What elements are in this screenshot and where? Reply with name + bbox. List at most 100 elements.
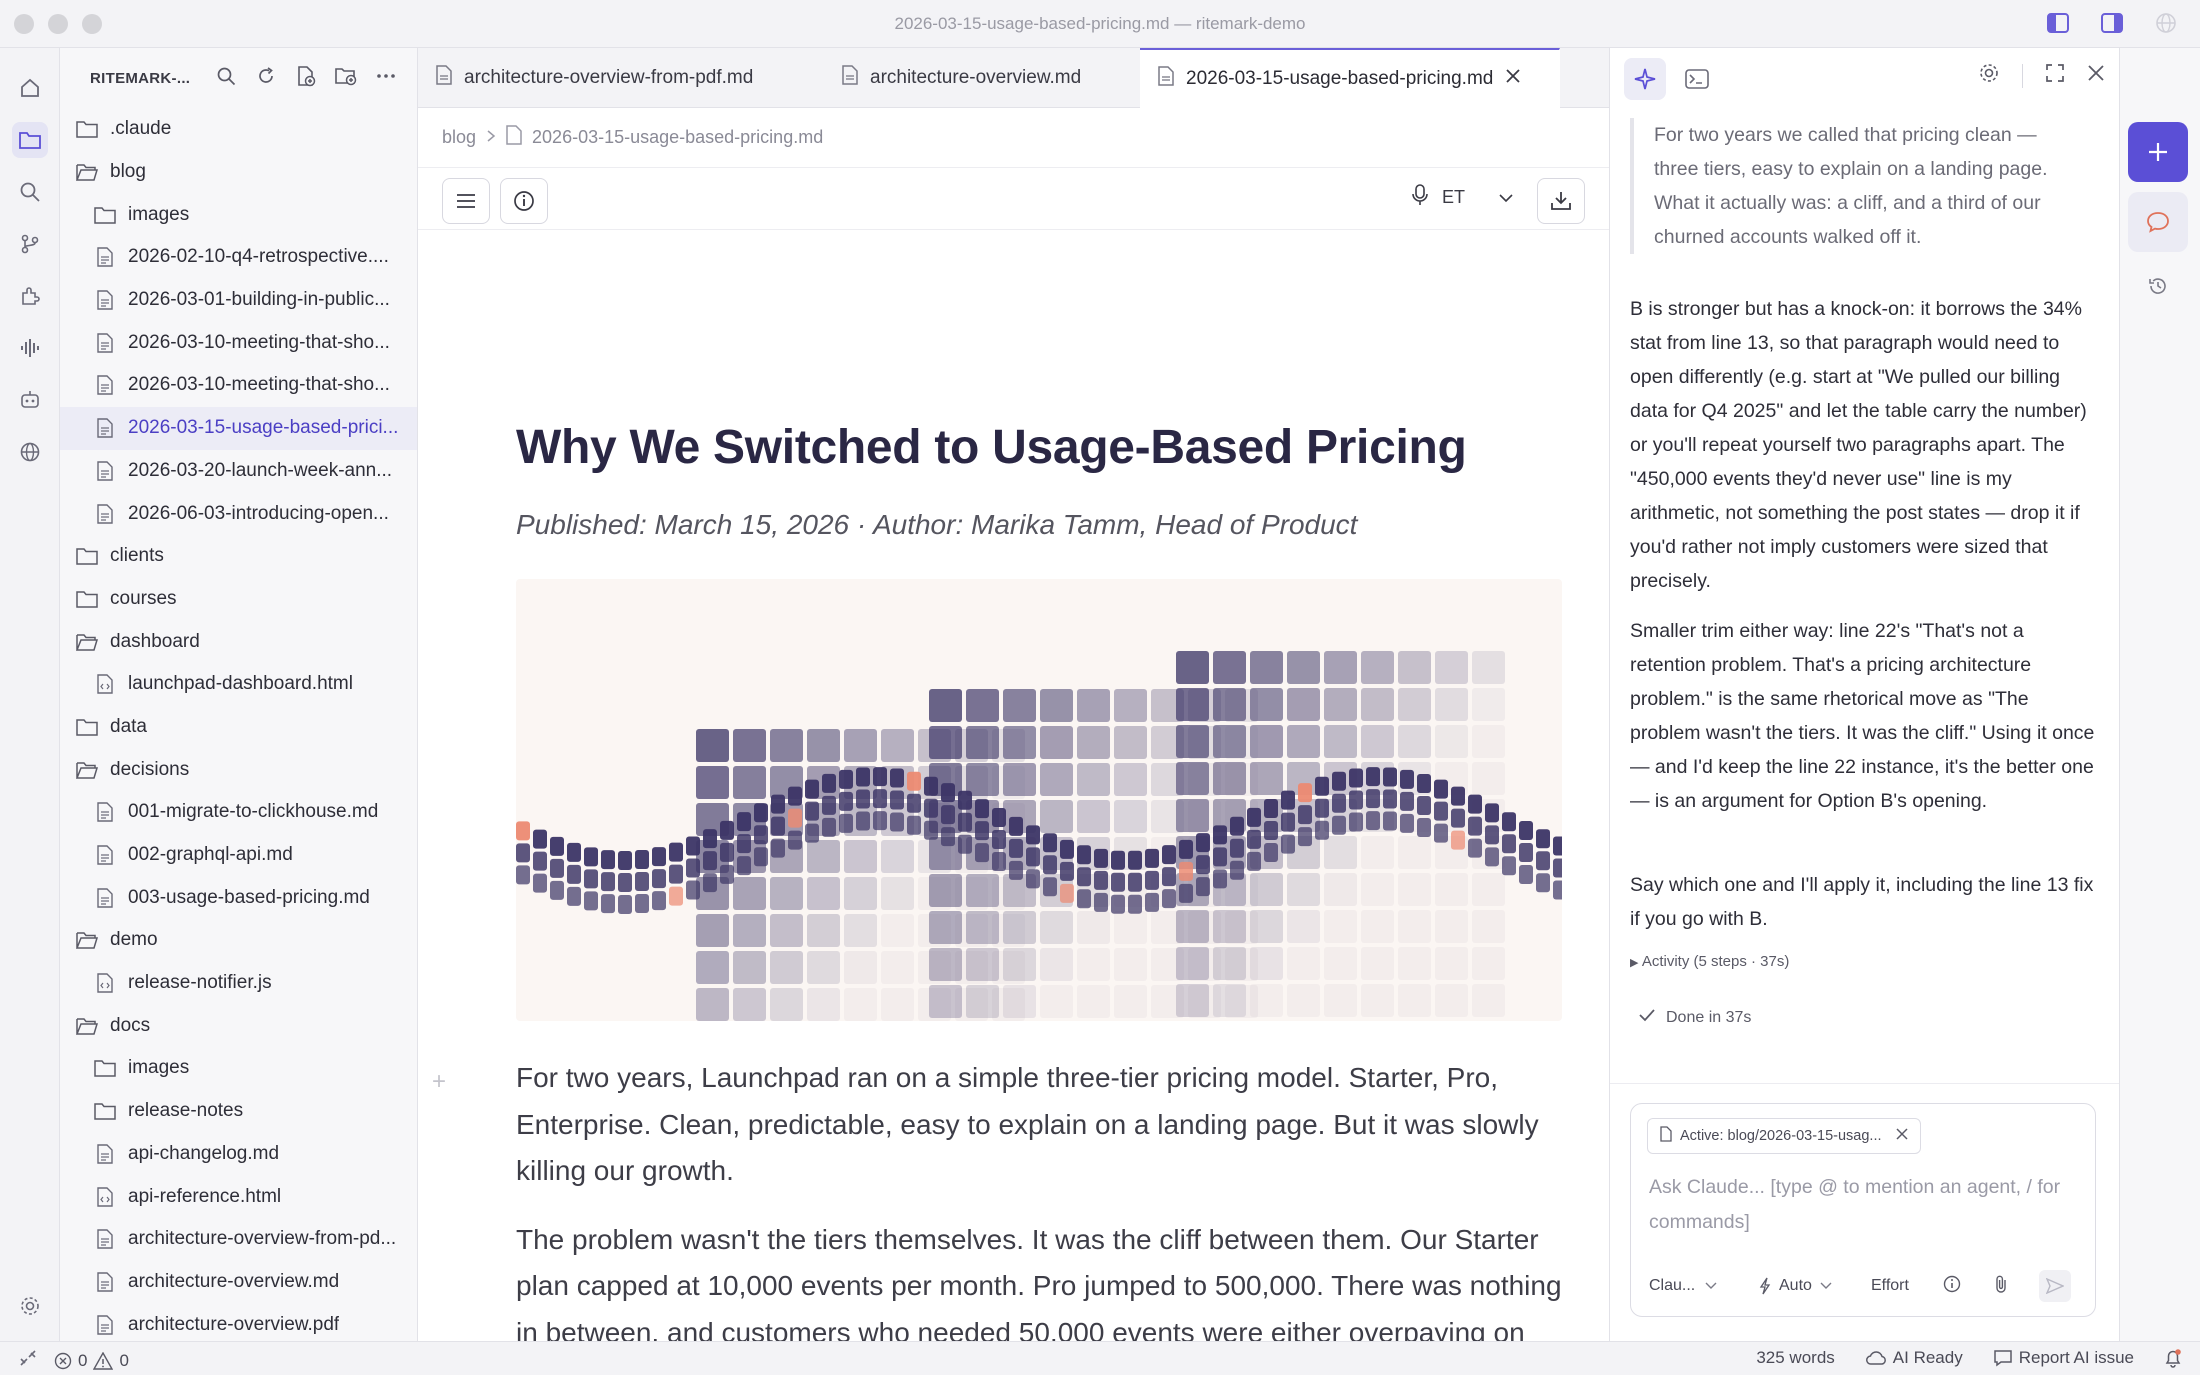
tree-file[interactable]: 2026-02-10-q4-retrospective.... <box>60 236 417 279</box>
tree-file[interactable]: api-changelog.md <box>60 1133 417 1176</box>
minimize-window-button[interactable] <box>48 14 68 34</box>
chevron-down-icon[interactable] <box>1499 187 1513 208</box>
tree-file[interactable]: release-notifier.js <box>60 962 417 1005</box>
search-icon[interactable] <box>215 64 237 88</box>
microphone-icon[interactable] <box>1412 184 1428 211</box>
tree-file[interactable]: architecture-overview.pdf <box>60 1303 417 1341</box>
attach-icon[interactable] <box>1993 1274 2039 1299</box>
notifications-bell-icon[interactable] <box>2164 1348 2182 1368</box>
hero-tile <box>1398 910 1431 943</box>
source-control-icon[interactable] <box>12 226 48 262</box>
history-icon[interactable] <box>2142 270 2174 302</box>
send-icon[interactable] <box>2039 1270 2071 1302</box>
tree-file[interactable]: architecture-overview.md <box>60 1261 417 1304</box>
problems-indicator[interactable]: 0 0 <box>54 1351 129 1371</box>
close-icon[interactable] <box>2087 64 2105 87</box>
tree-folder[interactable]: release-notes <box>60 1090 417 1133</box>
toggle-sidebar-icon[interactable] <box>2046 12 2070 34</box>
add-block-icon[interactable]: + <box>432 1068 447 1095</box>
zoom-window-button[interactable] <box>82 14 102 34</box>
new-chat-button[interactable] <box>2128 122 2188 182</box>
tree-folder[interactable]: dashboard <box>60 620 417 663</box>
ai-status[interactable]: AI Ready <box>1865 1348 1963 1368</box>
info-icon[interactable] <box>1943 1275 1993 1298</box>
model-label: Clau... <box>1649 1277 1696 1294</box>
tree-folder[interactable]: images <box>60 1047 417 1090</box>
terminal-icon[interactable] <box>1676 58 1718 100</box>
info-button[interactable] <box>500 178 548 224</box>
tree-file[interactable]: 001-migrate-to-clickhouse.md <box>60 791 417 834</box>
mode-select[interactable]: Auto <box>1759 1277 1871 1295</box>
folder-icon <box>94 1057 116 1079</box>
extensions-icon[interactable] <box>12 278 48 314</box>
settings-gear-icon[interactable] <box>12 1288 48 1324</box>
ai-sparkle-icon[interactable] <box>1624 58 1666 100</box>
new-file-icon[interactable] <box>295 64 317 88</box>
tree-file[interactable]: api-reference.html <box>60 1175 417 1218</box>
explorer-icon[interactable] <box>12 122 48 158</box>
hero-tile <box>1468 838 1482 858</box>
outline-menu-button[interactable] <box>442 178 490 224</box>
tree-file[interactable]: 2026-06-03-introducing-open... <box>60 492 417 535</box>
tree-folder[interactable]: images <box>60 193 417 236</box>
chat-bubble-icon[interactable] <box>2128 192 2188 252</box>
chat-input[interactable]: Ask Claude... [type @ to mention an agen… <box>1649 1176 2061 1233</box>
hero-tile <box>635 893 649 913</box>
tree-folder[interactable]: decisions <box>60 748 417 791</box>
tree-folder[interactable]: data <box>60 706 417 749</box>
tree-file[interactable]: architecture-overview-from-pd... <box>60 1218 417 1261</box>
tree-file[interactable]: 2026-03-15-usage-based-prici... <box>60 406 417 450</box>
window-controls[interactable] <box>14 14 102 34</box>
tab-usage-based-pricing[interactable]: 2026-03-15-usage-based-pricing.md <box>1140 48 1560 108</box>
web-icon[interactable] <box>12 434 48 470</box>
tree-folder[interactable]: clients <box>60 535 417 578</box>
tab-bar: architecture-overview-from-pdf.md archit… <box>418 48 1609 108</box>
tree-folder[interactable]: courses <box>60 578 417 621</box>
remove-chip-icon[interactable] <box>1895 1128 1908 1144</box>
export-button[interactable] <box>1537 178 1585 224</box>
new-folder-icon[interactable] <box>335 64 357 88</box>
settings-gear-icon[interactable] <box>1978 62 2000 89</box>
search-icon[interactable] <box>12 174 48 210</box>
hero-tile <box>929 985 962 1018</box>
composer-footer: Clau... Auto Effort <box>1649 1270 2079 1302</box>
breadcrumb-file[interactable]: 2026-03-15-usage-based-pricing.md <box>532 127 824 147</box>
close-window-button[interactable] <box>14 14 34 34</box>
hero-tile <box>1003 763 1036 796</box>
activity-toggle[interactable]: ▶ Activity (5 steps · 37s) <box>1630 953 1789 970</box>
toggle-panel-icon[interactable] <box>2100 12 2124 34</box>
close-tab-icon[interactable] <box>1505 68 1521 90</box>
remote-icon[interactable] <box>18 1348 38 1373</box>
tree-file[interactable]: 2026-03-20-launch-week-ann... <box>60 450 417 493</box>
tree-file[interactable]: 2026-03-10-meeting-that-sho... <box>60 321 417 364</box>
model-select[interactable]: Clau... <box>1649 1277 1759 1295</box>
home-icon[interactable] <box>12 70 48 106</box>
context-chip[interactable]: Active: blog/2026-03-15-usag... <box>1647 1118 1921 1154</box>
audio-icon[interactable] <box>12 330 48 366</box>
tree-file[interactable]: 2026-03-10-meeting-that-sho... <box>60 364 417 407</box>
dictation-language[interactable]: ET <box>1412 184 1513 211</box>
tree-file[interactable]: 003-usage-based-pricing.md <box>60 876 417 919</box>
tree-file[interactable]: 2026-03-01-building-in-public... <box>60 279 417 322</box>
refresh-icon[interactable] <box>255 64 277 88</box>
chat-composer[interactable]: Active: blog/2026-03-15-usag... Ask Clau… <box>1630 1103 2096 1317</box>
tree-folder[interactable]: blog <box>60 151 417 194</box>
more-actions-icon[interactable] <box>375 64 397 88</box>
breadcrumb-folder[interactable]: blog <box>442 127 477 147</box>
tab-architecture-overview[interactable]: architecture-overview.md <box>824 48 1140 108</box>
tree-folder[interactable]: demo <box>60 919 417 962</box>
tree-folder[interactable]: .claude <box>60 108 417 151</box>
hero-tile <box>533 873 547 893</box>
expand-icon[interactable] <box>2045 63 2065 88</box>
globe-icon[interactable] <box>2154 12 2178 34</box>
report-ai-issue-button[interactable]: Report AI issue <box>1993 1348 2134 1368</box>
tree-file[interactable]: launchpad-dashboard.html <box>60 663 417 706</box>
tab-architecture-overview-from-pdf[interactable]: architecture-overview-from-pdf.md <box>418 48 824 108</box>
folder-icon <box>76 588 98 610</box>
tree-file[interactable]: 002-graphql-api.md <box>60 834 417 877</box>
hero-tile <box>550 836 564 856</box>
effort-button[interactable]: Effort <box>1871 1277 1909 1294</box>
tree-folder[interactable]: docs <box>60 1004 417 1047</box>
bot-icon[interactable] <box>12 382 48 418</box>
hero-tile <box>992 877 1025 910</box>
